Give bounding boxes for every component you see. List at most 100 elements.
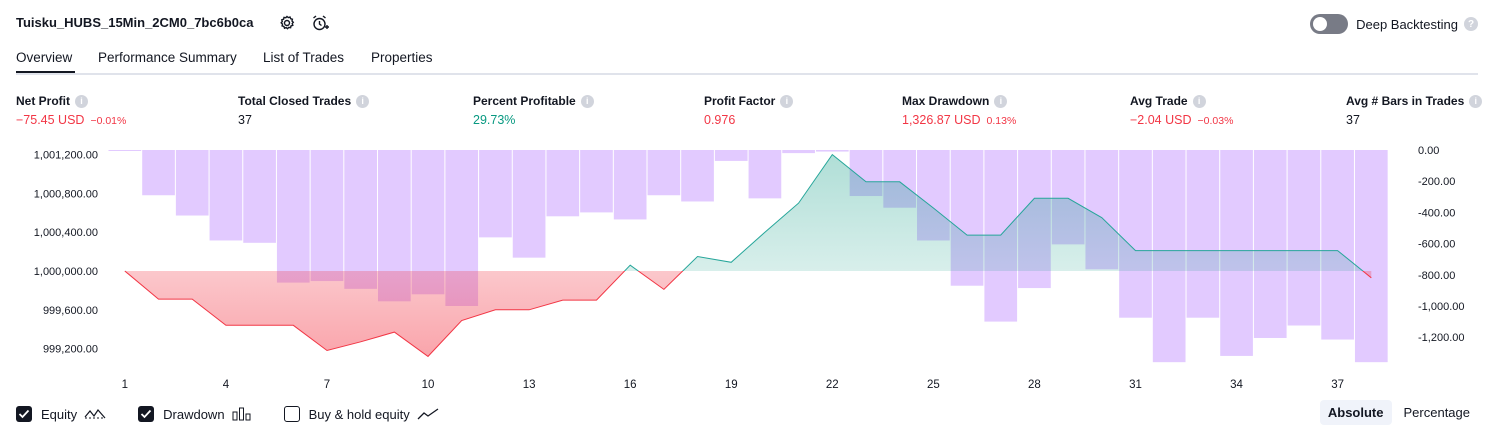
info-icon[interactable]: i — [75, 94, 88, 108]
y-right-tick-label: -800.00 — [1418, 270, 1455, 282]
y-left-tick-label: 1,000,000.00 — [34, 266, 98, 278]
metric-label: Percent Profitable — [473, 94, 576, 108]
info-icon[interactable]: i — [580, 94, 594, 108]
metric-percent: 0.13% — [986, 115, 1017, 127]
deep-backtesting-toggle[interactable] — [1310, 14, 1349, 34]
x-tick-label: 22 — [826, 379, 839, 391]
drawdown-bar — [142, 150, 175, 196]
metric-label: Avg Trade — [1130, 94, 1188, 108]
x-tick-label: 37 — [1331, 379, 1344, 391]
y-right-tick-label: -1,200.00 — [1418, 332, 1464, 344]
equity-drawdown-chart[interactable]: 1,001,200.00 1,000,800.00 1,000,400.00 1,00… — [0, 140, 1494, 398]
metric-value: 1,326.87 USD — [902, 113, 981, 127]
bar-chart-icon — [232, 407, 251, 421]
x-tick-label: 28 — [1028, 379, 1041, 391]
info-icon[interactable]: i — [1469, 94, 1483, 108]
y-left-tick-label: 1,000,800.00 — [34, 188, 98, 200]
legend-buy-hold[interactable]: Buy & hold equity — [283, 406, 439, 422]
metric-net-profit: Net Profit i −75.45 USD −0.01% — [16, 94, 126, 127]
info-icon[interactable]: i — [780, 94, 794, 108]
drawdown-bar — [479, 150, 512, 238]
drawdown-bar — [546, 150, 580, 217]
drawdown-bar — [1186, 150, 1220, 318]
equity-line-icon — [84, 409, 106, 419]
drawdown-bar — [613, 150, 647, 220]
metric-percent-profitable: Percent Profitable i 29.73% — [473, 94, 594, 127]
x-tick-label: 16 — [624, 379, 637, 391]
equity-line-profit — [124, 153, 1364, 271]
active-tab-indicator — [16, 71, 75, 73]
legend-buy-hold-label: Buy & hold equity — [308, 406, 410, 422]
drawdown-bar — [647, 150, 681, 196]
drawdown-bar — [815, 150, 849, 152]
info-icon[interactable]: i — [994, 94, 1008, 108]
x-tick-label: 25 — [927, 379, 940, 391]
drawdown-bar — [1321, 150, 1354, 340]
drawdown-bar — [411, 150, 445, 295]
buy-hold-checkbox[interactable] — [283, 406, 300, 422]
x-tick-label: 10 — [422, 379, 435, 391]
strategy-title: Tuisku_HUBS_15Min_2CM0_7bc6b0ca — [16, 15, 254, 30]
metric-label: Net Profit — [16, 94, 70, 108]
deep-backtesting-label: Deep Backtesting — [1356, 16, 1458, 32]
metric-avg-trade: Avg Trade i −2.04 USD −0.03% — [1130, 94, 1233, 127]
tab-performance-summary[interactable]: Performance Summary — [98, 50, 237, 65]
drawdown-bar — [512, 150, 546, 258]
y-left-tick-label: 999,600.00 — [43, 305, 98, 317]
drawdown-bar — [1253, 150, 1287, 338]
metric-label: Total Closed Trades — [238, 94, 352, 108]
metric-avg-bars: Avg # Bars in Trades i 37 — [1346, 94, 1483, 127]
drawdown-bar — [714, 150, 748, 161]
right-axis: 0.00 -200.00 -400.00 -600.00 -800.00 -1,000.0… — [1418, 145, 1464, 344]
tab-bar: Overview Performance Summary List of Tra… — [16, 46, 1478, 75]
left-axis: 1,001,200.00 1,000,800.00 1,000,400.00 1,00… — [34, 150, 98, 356]
y-right-tick-label: -1,000.00 — [1418, 301, 1464, 313]
equity-checkbox[interactable] — [16, 406, 32, 422]
metric-value: 0.976 — [704, 113, 736, 127]
y-left-tick-label: 999,200.00 — [43, 344, 98, 356]
trend-line-icon — [417, 408, 439, 420]
drawdown-bar — [580, 150, 613, 213]
metric-percent: −0.03% — [1197, 115, 1234, 127]
x-tick-label: 19 — [725, 379, 738, 391]
legend-drawdown[interactable]: Drawdown — [138, 406, 251, 422]
x-tick-label: 7 — [324, 379, 330, 391]
tab-properties[interactable]: Properties — [371, 50, 433, 65]
drawdown-bar — [1119, 150, 1152, 318]
equity-area — [124, 154, 1372, 357]
x-tick-label: 4 — [223, 379, 230, 391]
metric-total-closed-trades: Total Closed Trades i 37 — [238, 94, 370, 127]
toggle-knob — [1313, 17, 1328, 31]
alarm-clock-add-icon[interactable] — [310, 13, 330, 33]
x-tick-label: 34 — [1230, 379, 1243, 391]
help-icon[interactable]: ? — [1464, 17, 1478, 31]
x-tick-label: 1 — [122, 379, 128, 391]
tab-list-of-trades[interactable]: List of Trades — [263, 50, 345, 65]
metric-value: −75.45 USD — [16, 113, 85, 127]
drawdown-bar — [1354, 150, 1388, 363]
y-right-tick-label: -200.00 — [1418, 176, 1455, 188]
y-right-tick-label: 0.00 — [1418, 145, 1439, 157]
chart-legend: Equity Drawdown Buy & hold equity — [16, 402, 471, 426]
gear-icon[interactable] — [277, 13, 297, 33]
legend-drawdown-label: Drawdown — [163, 406, 225, 422]
deep-backtesting-control: Deep Backtesting ? — [1310, 14, 1478, 34]
percentage-button[interactable]: Percentage — [1403, 405, 1471, 420]
y-right-tick-label: -400.00 — [1418, 207, 1455, 219]
drawdown-bar — [681, 150, 714, 202]
absolute-button[interactable]: Absolute — [1319, 400, 1392, 425]
legend-equity[interactable]: Equity — [16, 406, 106, 422]
drawdown-checkbox[interactable] — [138, 406, 155, 422]
info-icon[interactable]: i — [356, 94, 370, 108]
value-mode-toggle: Absolute Percentage — [1316, 400, 1478, 425]
drawdown-bar — [276, 150, 310, 283]
metric-value: −2.04 USD — [1130, 113, 1192, 127]
tab-overview[interactable]: Overview — [16, 50, 73, 65]
x-tick-label: 31 — [1129, 379, 1142, 391]
x-tick-label: 13 — [523, 379, 536, 391]
info-icon[interactable]: i — [1192, 94, 1206, 108]
metric-percent: −0.01% — [90, 115, 127, 127]
drawdown-bar — [748, 150, 782, 199]
metric-label: Avg # Bars in Trades — [1346, 94, 1465, 108]
drawdown-bar — [344, 150, 378, 289]
